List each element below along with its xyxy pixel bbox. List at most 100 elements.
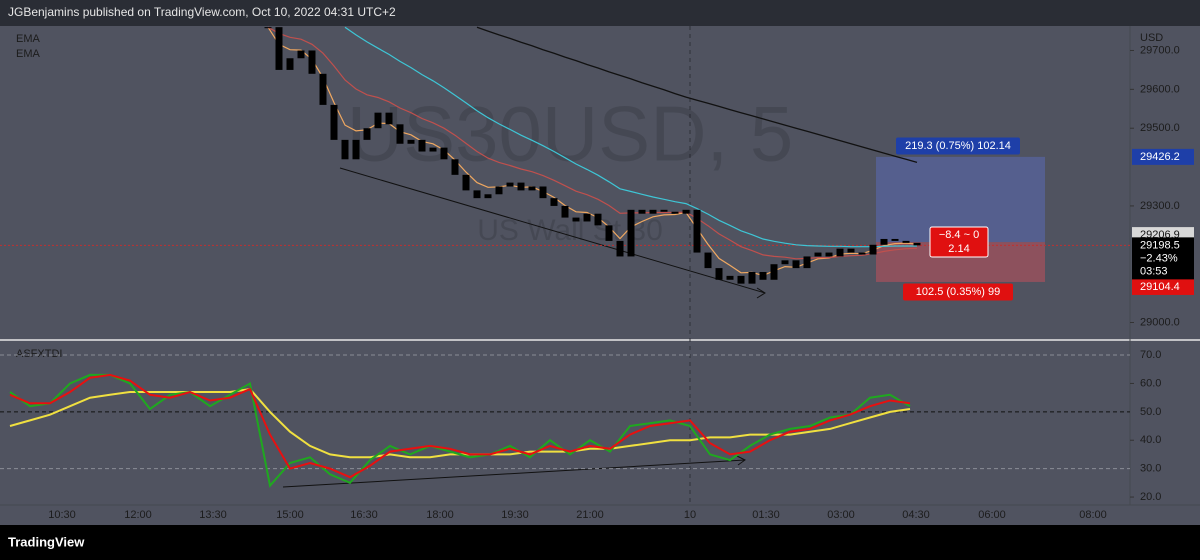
candle	[825, 252, 833, 257]
candle	[583, 213, 591, 222]
x-tick-label: 01:30	[752, 509, 780, 521]
candle	[682, 209, 690, 214]
series-line	[344, 26, 917, 248]
candle	[836, 248, 844, 257]
candle	[627, 209, 635, 257]
candle	[847, 248, 855, 253]
candle	[737, 275, 745, 284]
currency-label: USD	[1140, 32, 1163, 44]
y-tick-label: 40.0	[1140, 434, 1161, 446]
ratio-label: 2.14	[948, 243, 969, 255]
candle	[308, 50, 316, 74]
candle	[913, 242, 921, 246]
target-price-tag: 29426.2	[1140, 151, 1180, 163]
candle	[748, 271, 756, 284]
candle	[407, 139, 415, 144]
candle	[264, 27, 272, 29]
candle	[726, 275, 734, 280]
countdown: 03:53	[1140, 265, 1168, 277]
candle	[693, 209, 701, 253]
candle	[528, 186, 536, 191]
stop-label: 102.5 (0.35%) 99	[916, 286, 1000, 298]
y-tick-label: 29700.0	[1140, 44, 1180, 56]
target-price-tag-bg	[1132, 148, 1194, 165]
candle	[561, 205, 569, 218]
candle	[902, 240, 910, 243]
trend-arrow	[756, 287, 766, 299]
candle	[781, 260, 789, 265]
stop-label-bg	[903, 283, 1013, 301]
candle	[660, 209, 668, 212]
oscillator-title: ASFXTDI	[16, 348, 62, 360]
x-tick-label: 03:00	[827, 509, 855, 521]
y-tick-label: 29000.0	[1140, 316, 1180, 328]
x-tick-label: 18:00	[426, 509, 454, 521]
y-tick-label: 30.0	[1140, 463, 1161, 475]
candle	[803, 256, 811, 269]
trend-line	[339, 167, 766, 294]
header-text: JGBenjamins published on TradingView.com…	[8, 5, 396, 19]
candle	[572, 217, 580, 222]
candle	[792, 260, 800, 269]
candle	[506, 182, 514, 187]
candle	[759, 271, 767, 280]
candle	[275, 27, 283, 70]
candle	[616, 240, 624, 257]
trend-arrow	[736, 455, 746, 466]
indicator-label: EMA	[16, 33, 41, 45]
x-tick-label: 12:00	[124, 509, 152, 521]
candle	[671, 211, 679, 214]
candle	[880, 238, 888, 245]
indicator-label: EMA	[16, 48, 41, 60]
candle	[330, 104, 338, 140]
y-tick-label: 29600.0	[1140, 83, 1180, 95]
candle	[869, 244, 877, 255]
x-tick-label: 10:30	[48, 509, 76, 521]
chart-background	[0, 26, 1200, 525]
candle	[858, 252, 866, 255]
candle	[429, 147, 437, 152]
pnl-label: −8.4 ~ 0	[939, 229, 979, 241]
candle	[649, 209, 657, 214]
x-tick-label: 16:30	[350, 509, 378, 521]
x-tick-label: 06:00	[978, 509, 1006, 521]
candle	[473, 190, 481, 199]
candle	[396, 124, 404, 144]
series-line	[9, 373, 911, 488]
candle	[451, 159, 459, 175]
watermark: US30USD, 5 US Wall St 30	[347, 90, 794, 247]
stop-price-tag: 29104.4	[1140, 281, 1180, 293]
y-tick-label: 50.0	[1140, 406, 1161, 418]
header-bar	[0, 0, 1200, 26]
last-price-bg	[1132, 237, 1194, 280]
last-change: −2.43%	[1140, 252, 1178, 264]
candle	[484, 194, 492, 199]
candle	[814, 252, 822, 257]
series-line	[476, 26, 918, 164]
x-tick-label: 15:00	[276, 509, 304, 521]
candle	[286, 58, 294, 70]
candle	[550, 198, 558, 206]
candle	[715, 268, 723, 280]
footer-bar	[0, 525, 1200, 560]
x-tick-label: 21:00	[576, 509, 604, 521]
candle	[638, 209, 646, 214]
candle	[539, 186, 547, 199]
symbol-watermark: US30USD, 5	[347, 90, 794, 178]
candle	[770, 264, 778, 280]
description-watermark: US Wall St 30	[477, 214, 663, 247]
y-tick-label: 60.0	[1140, 377, 1161, 389]
candle	[462, 174, 470, 191]
pnl-bg	[929, 226, 989, 258]
candle	[605, 225, 613, 241]
x-tick-label: 04:30	[902, 509, 930, 521]
y-tick-label: 29300.0	[1140, 200, 1180, 212]
candle	[440, 147, 448, 160]
candle	[495, 186, 503, 195]
x-tick-label: 08:00	[1079, 509, 1107, 521]
candle	[385, 112, 393, 125]
candle	[517, 182, 525, 191]
candle	[891, 238, 899, 241]
